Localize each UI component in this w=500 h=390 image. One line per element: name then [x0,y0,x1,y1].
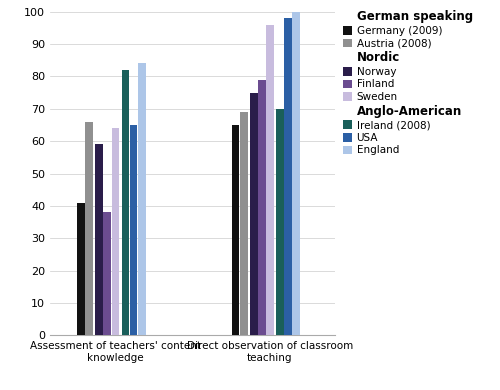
Bar [77,203,85,335]
Bar [130,125,138,335]
Bar [250,93,258,335]
Bar [284,18,292,335]
Bar [138,64,145,335]
Bar [232,125,239,335]
Bar [292,12,300,335]
Bar [85,122,93,335]
Bar [104,213,111,335]
Bar [266,25,274,335]
Bar [122,70,129,335]
Bar [240,112,248,335]
Bar [112,128,119,335]
Bar [276,109,284,335]
Bar [258,80,266,335]
Legend: German speaking, Germany (2009), Austria (2008), Nordic, Norway, Finland, Sweden: German speaking, Germany (2009), Austria… [343,11,472,156]
Bar [95,144,103,335]
